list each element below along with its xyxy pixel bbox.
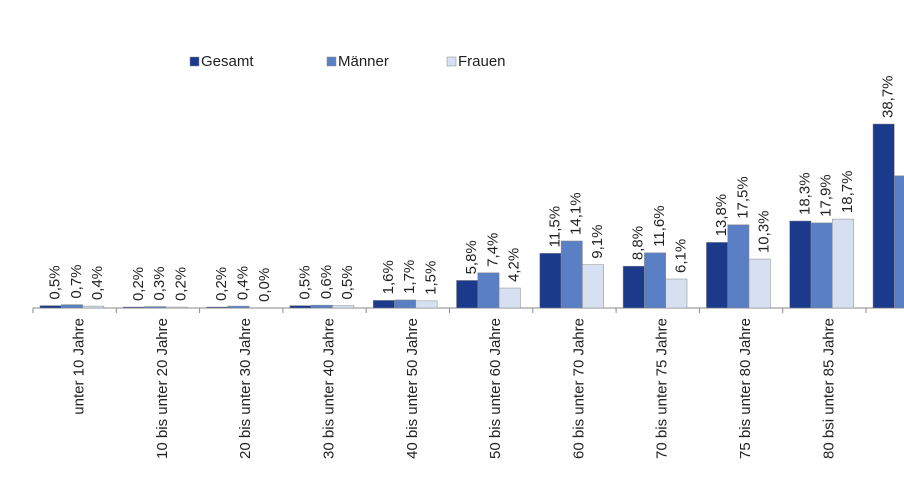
bar <box>644 252 666 309</box>
value-label: 0,2% <box>213 267 230 301</box>
bar <box>39 305 62 309</box>
bar <box>727 224 750 309</box>
value-label: 0,6% <box>318 265 335 299</box>
value-label: 9,1% <box>589 225 606 259</box>
value-label: 0,3% <box>151 266 168 300</box>
value-label: 18,3% <box>796 172 813 215</box>
bar <box>415 300 438 309</box>
value-label: 0,5% <box>297 265 314 299</box>
x-tick-label: 50 bis unter 60 Jahre <box>487 318 504 459</box>
x-tick-label: 80 bsi unter 85 Jahre <box>820 318 837 459</box>
bar <box>832 218 854 309</box>
bar <box>310 304 333 309</box>
value-label: 0,2% <box>130 267 147 301</box>
value-label: 11,5% <box>546 206 563 247</box>
bar <box>82 305 105 309</box>
bar <box>789 220 812 309</box>
bar <box>477 272 500 309</box>
value-label: 10,3% <box>756 210 773 253</box>
legend-swatch <box>189 56 200 67</box>
value-label: 1,5% <box>422 261 439 295</box>
value-label: 1,7% <box>401 260 418 294</box>
x-tick-label: 60 bis unter 70 Jahre <box>570 318 587 459</box>
legend-swatch <box>326 56 337 67</box>
bar <box>165 306 188 309</box>
bar <box>456 280 479 309</box>
bar <box>810 222 833 309</box>
bar <box>144 306 167 309</box>
bar <box>748 258 771 309</box>
bar <box>289 305 312 309</box>
bar <box>332 305 355 309</box>
bar <box>372 300 395 309</box>
value-label: 4,2% <box>506 248 523 282</box>
value-label: 1,6% <box>380 260 397 294</box>
value-label: 0,4% <box>89 266 106 300</box>
bar <box>872 123 895 309</box>
x-tick-label: 10 bis unter 20 Jahre <box>154 318 171 459</box>
bar <box>560 240 583 309</box>
value-label: 6,1% <box>672 239 689 273</box>
bar <box>622 265 645 309</box>
x-tick-label: 75 bis unter 80 Jahre <box>737 318 754 459</box>
value-label: 0,2% <box>173 267 190 301</box>
x-tick-label: unter 10 Jahre <box>71 318 88 415</box>
value-label: 13,8% <box>713 194 730 237</box>
bar <box>498 287 521 309</box>
value-label: 38,7% <box>880 75 897 118</box>
legend-label: Frauen <box>458 53 506 70</box>
value-label: 17,9% <box>818 174 835 217</box>
value-label: 0,5% <box>47 265 64 299</box>
bar <box>582 264 604 309</box>
value-label: 0,5% <box>339 265 356 299</box>
value-label: 27,8% <box>901 127 904 170</box>
value-label: 18,7% <box>839 171 856 214</box>
legend-swatch <box>446 56 457 67</box>
x-tick-label: 20 bis unter 30 Jahre <box>237 318 254 459</box>
x-tick-label: 30 bis unter 40 Jahre <box>321 318 338 459</box>
legend-label: Männer <box>338 53 389 70</box>
bar <box>61 304 83 309</box>
value-label: 5,8% <box>463 240 480 274</box>
bar <box>539 253 562 309</box>
value-label: 14,1% <box>568 192 585 235</box>
bar <box>665 278 688 309</box>
value-label: 11,6% <box>651 205 668 246</box>
value-label: 0,7% <box>68 264 85 298</box>
value-label: 8,8% <box>630 226 647 260</box>
bar <box>894 175 904 309</box>
value-label: 0,4% <box>235 266 252 300</box>
bar <box>394 299 417 309</box>
bar <box>206 306 229 309</box>
x-tick-label: 40 bis unter 50 Jahre <box>404 318 421 459</box>
value-label: 17,5% <box>734 176 751 219</box>
x-tick-label: 70 bis unter 75 Jahre <box>654 318 671 459</box>
bar <box>706 242 728 309</box>
value-label: 7,4% <box>484 233 501 267</box>
bar <box>123 306 145 309</box>
bar <box>227 305 250 309</box>
value-label: 0,0% <box>256 268 273 302</box>
legend-label: Gesamt <box>201 53 254 70</box>
